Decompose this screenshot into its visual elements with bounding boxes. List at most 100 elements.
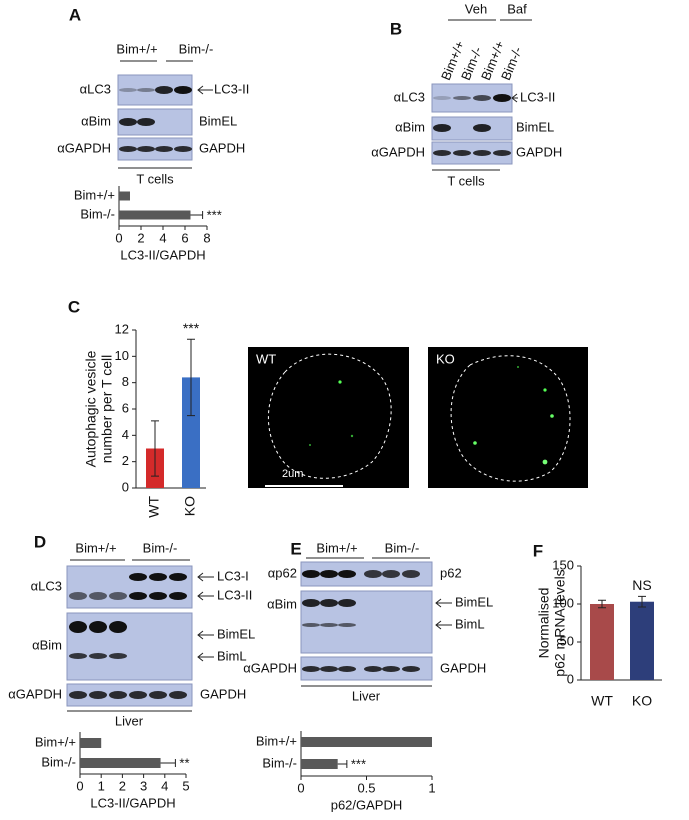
row-label: αBim (81, 113, 111, 128)
y-tick-label: 50 (560, 633, 574, 648)
band-label: BimL (455, 616, 485, 631)
bar (630, 601, 654, 680)
band (302, 623, 320, 627)
y-axis-label: Autophagic vesicle (83, 350, 99, 467)
y-tick-label: Bim+/+ (74, 187, 115, 202)
y-tick-label: Bim+/+ (35, 734, 76, 749)
bar (301, 737, 432, 747)
blot (431, 141, 513, 165)
band-label: BimEL (199, 113, 237, 128)
band (302, 666, 320, 672)
group-label: Bim+/+ (116, 41, 157, 56)
x-axis-label: LC3-II/GAPDH (120, 247, 205, 262)
band (89, 691, 107, 699)
y-tick-label: Bim+/+ (256, 733, 297, 748)
x-tick-label: 3 (140, 778, 147, 793)
panel-letter: A (69, 5, 81, 24)
x-tick-label: 0 (297, 780, 304, 795)
row-label: αp62 (268, 565, 297, 580)
tissue-label: Liver (352, 688, 381, 703)
x-tick-label: 0 (115, 230, 122, 245)
row-label: αLC3 (31, 578, 62, 593)
y-tick-label: 10 (115, 348, 129, 363)
treatment-label: Veh (465, 1, 487, 16)
arrow-head (435, 598, 442, 608)
band (382, 666, 400, 672)
band (129, 573, 147, 581)
x-axis-label: p62/GAPDH (331, 797, 403, 812)
band (338, 666, 356, 672)
arrow-head (197, 85, 204, 95)
panel-letter: F (533, 541, 543, 560)
band (473, 150, 491, 156)
band (69, 621, 87, 633)
x-tick-label: 8 (203, 230, 210, 245)
micrograph (428, 347, 588, 488)
band (69, 592, 87, 600)
arrow-head (197, 630, 204, 640)
treatment-label: Baf (507, 1, 527, 16)
error-bar (638, 595, 646, 608)
bar (590, 604, 614, 680)
micrographs (248, 347, 588, 488)
band (402, 570, 420, 578)
error-bar (337, 760, 348, 768)
band (69, 653, 87, 659)
error-bar (190, 211, 204, 219)
band (364, 570, 382, 578)
band (338, 570, 356, 578)
x-tick-label: 0.5 (357, 780, 375, 795)
arrow-head (511, 93, 518, 103)
panel-letter: E (290, 539, 301, 558)
y-tick-label: 2 (122, 453, 129, 468)
row-label: αBim (267, 596, 297, 611)
arrow-head (435, 620, 442, 630)
band (338, 623, 356, 627)
error-bar (151, 420, 159, 477)
y-tick-label: 8 (122, 374, 129, 389)
band (364, 666, 382, 672)
band (137, 146, 155, 152)
x-tick-label: 1 (428, 780, 435, 795)
vesicle (543, 388, 547, 392)
bar (119, 191, 130, 201)
annotation: ** (179, 755, 189, 770)
annotation: *** (183, 320, 200, 336)
band (169, 592, 187, 600)
y-axis-label: number per T cell (99, 355, 115, 463)
band (320, 623, 338, 627)
y-tick-label: 100 (552, 595, 574, 610)
y-tick-label: Bim-/- (80, 206, 115, 221)
band (169, 573, 187, 581)
bar (182, 377, 200, 488)
blot (300, 590, 433, 654)
y-tick-label: Bim-/- (262, 755, 297, 770)
y-tick-label: 12 (115, 321, 129, 336)
group-label: Bim-/- (143, 540, 178, 555)
band (320, 599, 338, 607)
tissue-label: Liver (115, 713, 144, 728)
band (473, 95, 491, 101)
arrow-head (197, 572, 204, 582)
band-label: LC3-II (214, 81, 249, 96)
panel-letter: C (68, 297, 80, 316)
panel-letter: B (390, 19, 402, 38)
error-bar (598, 599, 606, 609)
y-axis-label: p62 mRNA levels (552, 569, 568, 676)
band (302, 570, 320, 578)
blot (431, 116, 513, 141)
row-label: αGAPDH (371, 144, 425, 159)
row-label: αLC3 (394, 89, 425, 104)
band (320, 666, 338, 672)
band (302, 599, 320, 607)
band (155, 86, 173, 94)
band (320, 570, 338, 578)
band (89, 592, 107, 600)
annotation: NS (632, 577, 651, 593)
band-label: GAPDH (200, 686, 246, 701)
band (338, 599, 356, 607)
arrow-head (197, 652, 204, 662)
band (109, 621, 127, 633)
micrograph (248, 347, 409, 488)
